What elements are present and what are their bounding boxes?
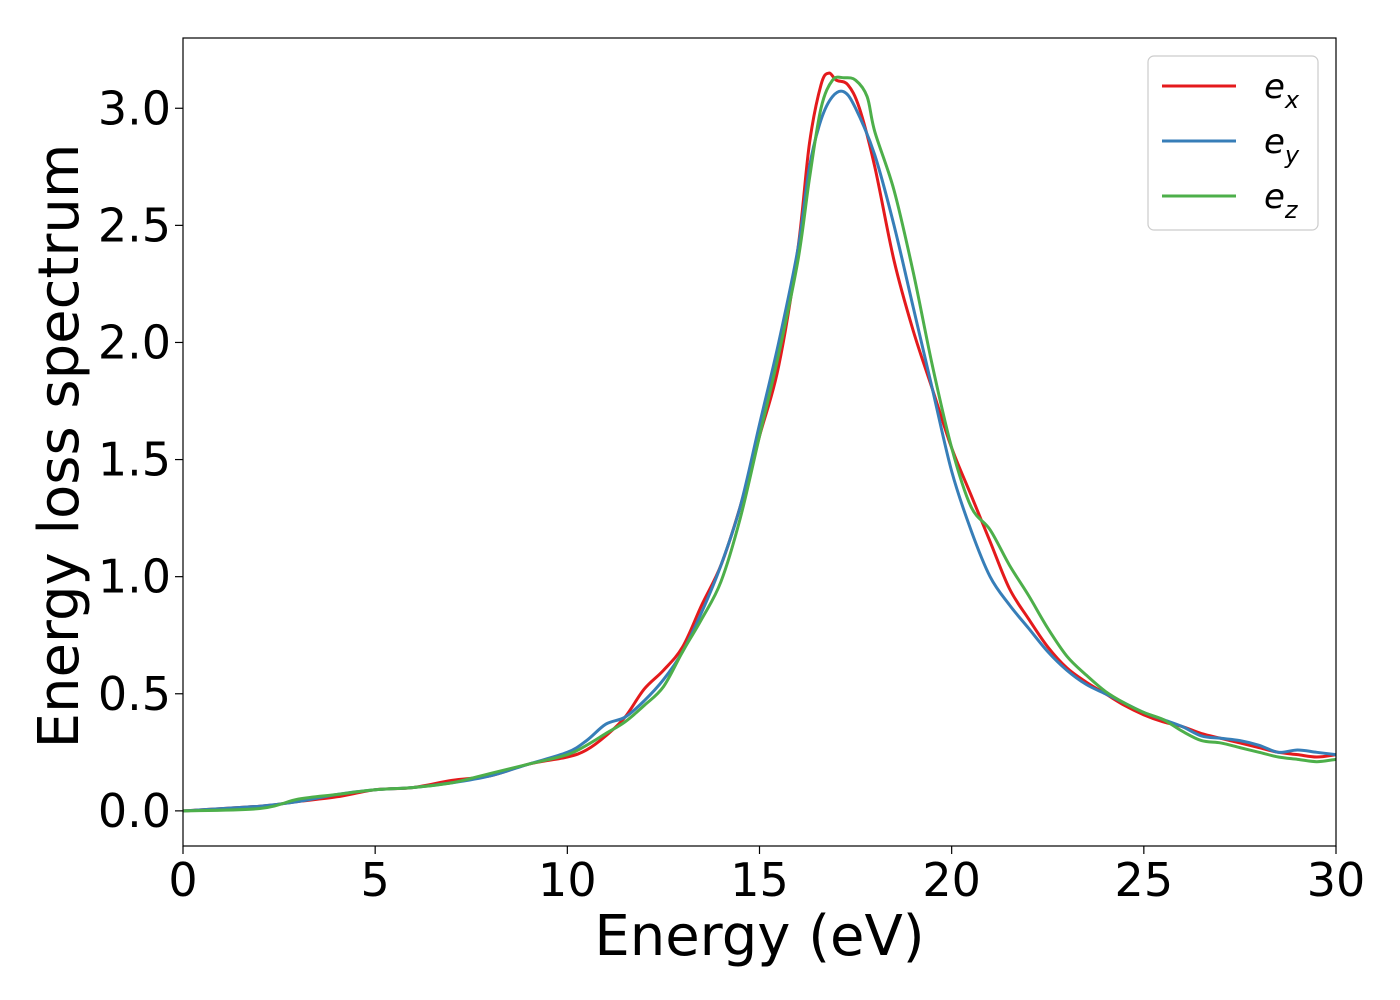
x-tick-label: 15: [730, 853, 789, 907]
x-tick-label: 5: [361, 853, 390, 907]
y-tick-label: 1.5: [98, 433, 171, 487]
legend-label: ex: [1264, 67, 1300, 114]
x-tick-label: 30: [1307, 853, 1366, 907]
legend-label: ey: [1264, 122, 1300, 169]
y-tick-label: 3.0: [98, 81, 171, 135]
y-tick-label: 0.5: [98, 667, 171, 721]
legend-box: [1147, 55, 1319, 231]
y-tick-label: 0.0: [98, 784, 171, 838]
y-axis: 0.0 0.5 1.0 1.5 2.0 2.5 3.0: [98, 81, 183, 838]
y-axis-label: Energy loss spectrum: [27, 144, 92, 749]
x-tick-label: 0: [168, 853, 197, 907]
x-tick-label: 25: [1115, 853, 1174, 907]
series-line-e-z: [183, 75, 1336, 813]
y-tick-label: 2.0: [98, 315, 171, 369]
y-tick-label: 1.0: [98, 550, 171, 604]
x-tick-label: 10: [538, 853, 597, 907]
legend: ex ey ez: [1147, 55, 1319, 231]
legend-label: ez: [1264, 177, 1299, 224]
x-axis: 0 5 10 15 20 25 30: [168, 846, 1365, 907]
y-tick-label: 2.5: [98, 198, 171, 252]
x-axis-label: Energy (eV): [594, 904, 924, 969]
series-layer: [183, 71, 1336, 813]
x-tick-label: 20: [922, 853, 981, 907]
series-line-e-x: [183, 71, 1336, 813]
